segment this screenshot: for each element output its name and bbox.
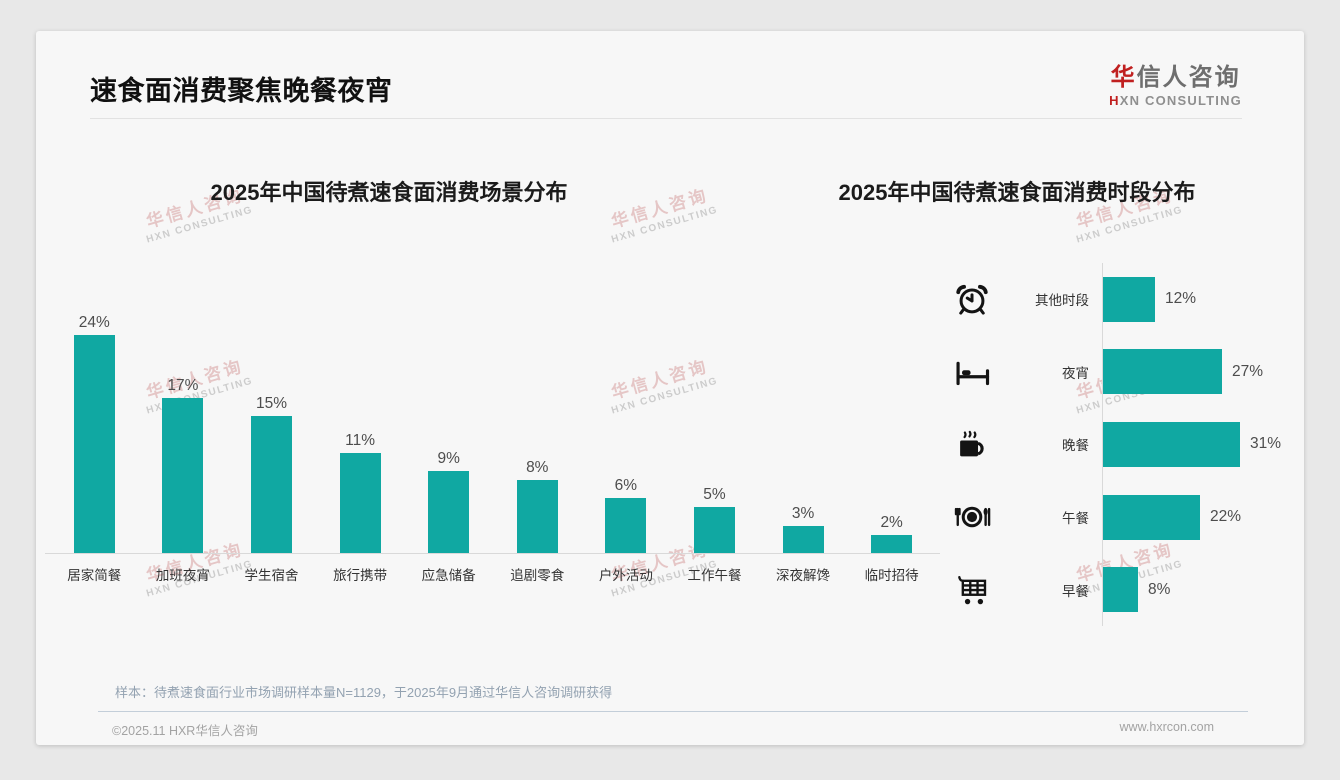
logo-chinese-text: 华信人咨询 [1110,64,1241,91]
scene-bar-category: 加班夜宵 [155,568,210,583]
period-chart-axis [1102,263,1103,626]
scene-bar-group: 3% [759,286,848,553]
alarm-clock-icon [952,279,992,319]
period-bar [1102,349,1222,395]
period-bar [1102,567,1138,613]
scene-bar-value: 9% [437,450,460,467]
period-bar-value: 8% [1148,580,1171,598]
scene-bar-category: 追剧零食 [510,568,565,583]
company-logo: 华信人咨询 HXN CONSULTING [1109,57,1242,108]
scene-bar-value: 3% [791,505,815,522]
slide-card: 华信人咨询 HXN CONSULTING 华信人咨询 HXN CONSULTING 华信… [36,31,1304,745]
scene-chart-categories: 居家简餐 加班夜宵 学生宿舍 旅行携带 应急储备 追剧零食 户外活动 工作午餐 深夜解馋 临时招待 [50,564,936,584]
period-row-label: 晚餐 [1062,438,1089,454]
scene-chart-axis [45,553,940,554]
scene-bar-category: 深夜解馋 [776,568,831,583]
period-row-label: 夜宵 [1062,365,1089,381]
period-bar-value: 31% [1250,435,1282,453]
period-bar-chart: 其他时段 12% 夜宵 27% 晚餐 31% 午餐 22% 早餐 8% [952,263,1302,626]
scene-bar-value: 17% [167,377,199,394]
period-bar-value: 12% [1165,290,1197,308]
period-bar [1102,276,1155,322]
logo-english-text: HXN CONSULTING [1109,93,1242,108]
period-bar-value: 22% [1210,508,1242,526]
scene-bar-value: 24% [78,314,110,331]
scene-bar-value: 2% [880,514,903,531]
footer-divider [98,711,1248,712]
scene-bar-group: 15% [227,286,316,553]
period-bar [1102,421,1240,467]
header-divider [90,118,1242,119]
period-bar-value: 27% [1232,362,1264,380]
page-title: 速食面消费聚焦晚餐夜宵 [90,76,393,106]
scene-bar [782,526,824,553]
scene-bar-category: 户外活动 [598,568,653,583]
period-row-label: 其他时段 [1035,293,1089,309]
hot-drink-icon [952,424,992,464]
scene-bar-group: 24% [50,286,139,553]
scene-bar-category: 旅行携带 [333,568,388,583]
dinner-plate-icon [952,497,992,537]
period-row: 其他时段 12% [952,263,1302,336]
sample-note: 样本：待煮速食面行业市场调研样本量N=1129，于2025年9月通过华信人咨询调… [115,685,613,700]
scene-bar-value: 8% [526,459,549,476]
scene-bar-category: 学生宿舍 [244,568,299,583]
scene-bar-category: 居家简餐 [67,568,122,583]
period-row-label: 早餐 [1062,583,1089,599]
scene-bar [250,416,292,553]
period-row: 晚餐 31% [952,408,1302,481]
period-chart-title: 2025年中国待煮速食面消费时段分布 [838,180,1196,205]
period-row-label: 午餐 [1062,511,1089,527]
scene-bar-group: 5% [670,286,759,553]
shopping-cart-icon [952,570,992,610]
period-bar [1102,494,1200,540]
scene-bar-group: 6% [582,286,671,553]
scene-chart-title: 2025年中国待煮速食面消费场景分布 [210,180,568,205]
bed-icon [952,352,992,392]
scene-bar-value: 11% [345,432,376,449]
scene-bar [871,535,913,553]
scene-bar [428,471,470,553]
scene-bar-value: 5% [703,486,726,503]
scene-bar-category: 工作午餐 [687,568,742,583]
scene-bar-category: 应急储备 [421,568,476,583]
scene-bar-chart: 24% 17% 15% 11% 9% 8% 6% 5% 3% 2% [50,286,936,553]
scene-bar [516,480,558,553]
scene-bar-value: 15% [255,395,287,412]
scene-bar-group: 17% [139,286,228,553]
scene-bar-group: 9% [404,286,493,553]
scene-bar [693,507,735,553]
scene-bar [605,498,647,553]
scene-bar [73,335,115,553]
scene-bar [162,398,204,553]
scene-bar-group: 11% [316,286,405,553]
copyright-text: ©2025.11 HXR华信人咨询 [112,724,258,738]
scene-bar-value: 6% [614,477,638,494]
scene-bar-group: 8% [493,286,582,553]
slide-footer: ©2025.11 HXR华信人咨询 www.hxrcon.com [112,720,1214,739]
period-row: 夜宵 27% [952,336,1302,409]
website-url: www.hxrcon.com [1119,720,1214,734]
period-row: 早餐 8% [952,553,1302,626]
scene-bar [339,453,381,553]
scene-bar-category: 临时招待 [864,568,919,583]
scene-bar-group: 2% [847,286,936,553]
period-row: 午餐 22% [952,481,1302,554]
